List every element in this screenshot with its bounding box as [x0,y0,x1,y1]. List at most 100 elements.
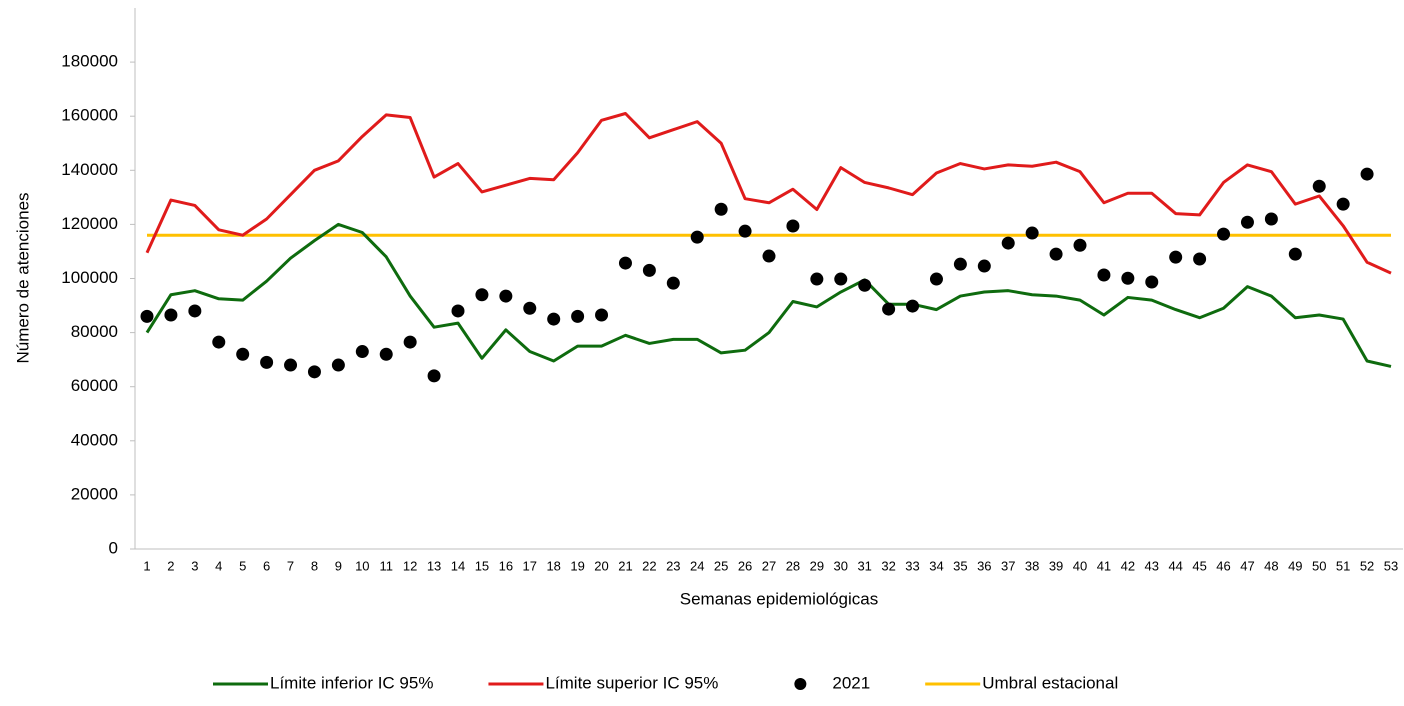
x-tick-label: 19 [570,558,584,573]
x-tick-label: 38 [1025,558,1039,573]
x-tick-label: 9 [335,558,342,573]
x-tick-label: 36 [977,558,991,573]
x-tick-label: 37 [1001,558,1015,573]
x-tick-label: 6 [263,558,270,573]
x-tick-label: 53 [1384,558,1398,573]
x-tick-label: 32 [881,558,895,573]
x-tick-label: 31 [857,558,871,573]
data-point [1360,167,1374,181]
x-tick-label: 5 [239,558,246,573]
legend-label: Límite inferior IC 95% [270,673,433,692]
x-tick-label: 47 [1240,558,1254,573]
x-tick-label: 10 [355,558,369,573]
data-point [690,230,704,244]
data-point [1145,275,1159,289]
x-tick-label: 23 [666,558,680,573]
x-tick-label: 51 [1336,558,1350,573]
data-point [427,369,441,383]
x-tick-label: 17 [523,558,537,573]
data-point [1288,247,1302,261]
x-tick-label: 12 [403,558,417,573]
data-point [714,202,728,216]
x-tick-label: 21 [618,558,632,573]
data-point [1312,179,1326,193]
y-tick-label: 180000 [61,52,118,71]
data-point [355,345,369,359]
data-point [953,257,967,271]
x-tick-label: 26 [738,558,752,573]
data-point [499,289,513,303]
data-point [1169,250,1183,264]
y-tick-label: 20000 [71,484,118,503]
data-point [1336,197,1350,211]
data-point [1264,212,1278,226]
x-tick-label: 43 [1145,558,1159,573]
data-point [762,249,776,263]
x-tick-label: 35 [953,558,967,573]
x-tick-label: 18 [546,558,560,573]
data-point [1121,271,1135,285]
x-tick-label: 46 [1216,558,1230,573]
x-tick-label: 22 [642,558,656,573]
y-axis-label: Número de atenciones [13,192,32,363]
data-point [977,259,991,273]
data-point [212,335,226,349]
data-point [1049,247,1063,261]
series-line [145,222,1392,368]
x-tick-label: 8 [311,558,318,573]
x-tick-label: 20 [594,558,608,573]
data-point [642,263,656,277]
series-line [145,111,1392,275]
data-point [188,304,202,318]
x-tick-label: 2 [167,558,174,573]
data-point [571,309,585,323]
data-point [1025,226,1039,240]
y-tick-label: 140000 [61,160,118,179]
y-tick-label: 0 [109,538,118,557]
x-tick-label: 48 [1264,558,1278,573]
data-point [284,358,298,372]
data-point [331,358,345,372]
data-point [834,272,848,286]
data-point [1073,238,1087,252]
data-point [738,224,752,238]
x-tick-label: 25 [714,558,728,573]
x-tick-label: 42 [1121,558,1135,573]
y-tick-label: 120000 [61,214,118,233]
data-point [451,304,465,318]
x-tick-label: 39 [1049,558,1063,573]
legend-label: 2021 [832,673,870,692]
x-tick-label: 14 [451,558,465,573]
data-point [475,288,489,302]
data-point [140,309,154,323]
data-point [523,301,537,315]
data-point [810,272,824,286]
data-point [1097,268,1111,282]
data-point [858,278,872,292]
data-point [260,355,274,369]
x-tick-label: 52 [1360,558,1374,573]
x-tick-label: 11 [379,558,393,573]
y-tick-label: 80000 [71,322,118,341]
x-tick-label: 3 [191,558,198,573]
data-point [403,335,417,349]
data-point [1193,252,1207,266]
legend-swatch [794,678,807,690]
data-point [929,272,943,286]
data-point [547,312,561,326]
data-point [307,365,321,379]
y-tick-label: 160000 [61,106,118,125]
data-point [595,308,609,322]
x-tick-label: 41 [1097,558,1111,573]
x-tick-label: 24 [690,558,704,573]
data-point [906,299,920,313]
x-tick-label: 29 [810,558,824,573]
x-tick-label: 34 [929,558,943,573]
legend-label: Umbral estacional [982,673,1118,692]
data-point [379,347,393,361]
x-tick-label: 27 [762,558,776,573]
data-point [618,256,632,270]
y-tick-label: 40000 [71,430,118,449]
